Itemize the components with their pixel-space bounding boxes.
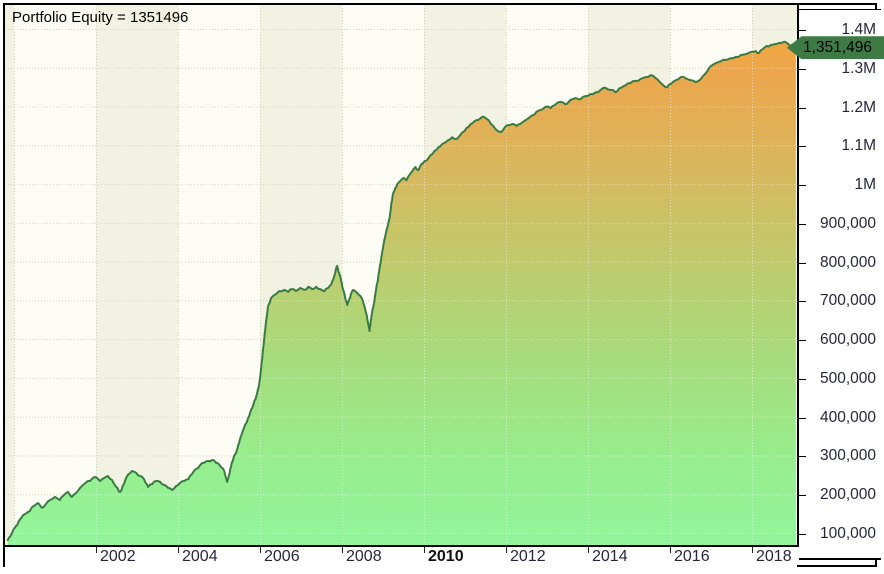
y-axis-tick bbox=[799, 262, 806, 264]
equity-area-chart[interactable] bbox=[5, 5, 797, 545]
x-axis-year-label: 2002 bbox=[100, 548, 136, 565]
x-axis-year-label: 2018 bbox=[756, 548, 792, 565]
y-axis-label: 900,000 bbox=[819, 214, 876, 232]
x-axis-year-label: 2016 bbox=[674, 548, 710, 565]
x-axis-tick bbox=[260, 547, 261, 553]
y-axis-tick bbox=[799, 107, 806, 109]
y-axis-tick bbox=[799, 378, 806, 380]
x-axis-tick bbox=[588, 547, 589, 553]
background-band bbox=[96, 5, 178, 545]
y-axis-label: 800,000 bbox=[819, 253, 876, 271]
y-axis-label: 1.3M bbox=[841, 59, 876, 77]
y-axis-label: 1.1M bbox=[841, 137, 876, 155]
y-axis-tick bbox=[799, 495, 806, 497]
x-axis-tick bbox=[752, 547, 753, 553]
y-axis-label: 700,000 bbox=[819, 292, 876, 310]
y-axis-tick bbox=[799, 301, 806, 303]
chart-plot-area[interactable]: Portfolio Equity = 1351496 bbox=[5, 5, 799, 547]
y-axis-label: 500,000 bbox=[819, 369, 876, 387]
x-axis-tick bbox=[178, 547, 179, 553]
background-band bbox=[14, 5, 96, 545]
y-axis-label: 1.4M bbox=[841, 20, 876, 38]
x-axis-tick bbox=[342, 547, 343, 553]
chart-title: Portfolio Equity = 1351496 bbox=[12, 9, 189, 26]
y-axis-label: 1M bbox=[854, 176, 876, 194]
x-axis-year-label: 2008 bbox=[346, 548, 382, 565]
x-axis-year-label: 2012 bbox=[510, 548, 546, 565]
y-axis-label: 200,000 bbox=[819, 486, 876, 504]
x-axis-year-label: 2006 bbox=[264, 548, 300, 565]
y-axis-tick bbox=[799, 68, 806, 70]
x-axis-tick bbox=[506, 547, 507, 553]
last-value-badge: 1,351,496 bbox=[787, 36, 884, 60]
x-axis-tick bbox=[96, 547, 97, 553]
x-axis-year-label: 2004 bbox=[182, 548, 218, 565]
y-axis-label: 300,000 bbox=[819, 447, 876, 465]
y-axis-panel[interactable]: 100,000 200,000 300,000 400,000 500,000 600,0… bbox=[799, 9, 881, 560]
y-axis-tick bbox=[799, 417, 806, 419]
y-axis-tick bbox=[799, 534, 806, 535]
y-axis-label: 100,000 bbox=[819, 525, 876, 542]
y-axis-tick bbox=[799, 29, 806, 31]
x-axis-tick bbox=[670, 547, 671, 553]
y-axis-tick bbox=[799, 456, 806, 458]
x-axis-year-label: 2014 bbox=[592, 548, 628, 565]
y-axis-label: 1.2M bbox=[841, 98, 876, 116]
x-axis-year-label: 2010 bbox=[428, 548, 464, 565]
y-axis-tick bbox=[799, 185, 806, 187]
y-axis-label: 400,000 bbox=[819, 408, 876, 426]
y-axis-tick bbox=[799, 146, 806, 148]
last-value-label: 1,351,496 bbox=[803, 39, 872, 57]
equity-area-fill bbox=[7, 41, 796, 545]
x-axis-tick bbox=[424, 547, 425, 553]
equity-line bbox=[6, 40, 797, 541]
x-axis-panel[interactable]: 2002 2004 2006 2008 2010 2012 2014 2016 2018 bbox=[5, 547, 797, 568]
y-axis-tick bbox=[799, 223, 806, 225]
y-axis-label: 600,000 bbox=[819, 331, 876, 349]
y-axis-tick bbox=[799, 340, 806, 342]
background-band bbox=[5, 5, 14, 545]
